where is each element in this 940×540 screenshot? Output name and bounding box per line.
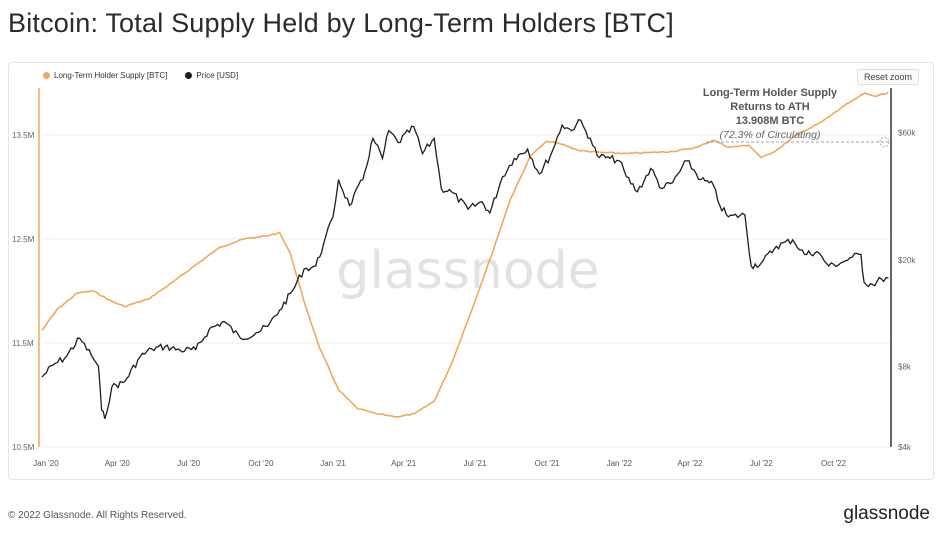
legend-item-price[interactable]: Price [USD] (185, 71, 238, 80)
y-left-tick-label: 13.5M (12, 131, 35, 140)
series-line-lth-supply (41, 91, 889, 418)
reset-zoom-button[interactable]: Reset zoom (856, 69, 919, 85)
chart-plot: 10.5M 11.5M 12.5M 13.5M $4k $8k $20k $60k Jan '2… (12, 87, 916, 468)
legend-label: Long-Term Holder Supply [BTC] (54, 71, 168, 80)
annotation-line-1: Long-Term Holder Supply (703, 87, 838, 99)
chart-panel: Long-Term Holder Supply [BTC] Price [USD… (8, 62, 934, 480)
legend-dot-icon (185, 72, 193, 79)
y-right-tick-label: $60k (898, 128, 916, 137)
series-line-price (41, 118, 889, 419)
legend: Long-Term Holder Supply [BTC] Price [USD… (43, 71, 238, 80)
x-tick-label: Jul '21 (464, 459, 487, 468)
legend-item-lth-supply[interactable]: Long-Term Holder Supply [BTC] (43, 71, 167, 80)
annotation-line-2: Returns to ATH (730, 101, 809, 113)
watermark: glassnode (336, 241, 599, 301)
x-tick-label: Apr '21 (391, 459, 417, 468)
x-tick-label: Jan '21 (320, 459, 346, 468)
x-tick-label: Jul '22 (750, 459, 773, 468)
y-left-tick-label: 10.5M (12, 443, 35, 452)
chart-title: Bitcoin: Total Supply Held by Long-Term … (8, 8, 674, 38)
copyright-text: © 2022 Glassnode. All Rights Reserved. (8, 510, 187, 521)
x-tick-label: Jan '20 (33, 459, 59, 468)
annotation-marker (879, 137, 890, 147)
x-tick-label: Oct '20 (248, 459, 274, 468)
x-tick-label: Oct '22 (821, 459, 847, 468)
x-tick-label: Jan '22 (607, 459, 633, 468)
y-right-tick-label: $20k (898, 256, 916, 265)
x-tick-label: Apr '22 (677, 459, 703, 468)
y-left-tick-label: 11.5M (12, 339, 34, 348)
glassnode-logo: glassnode (843, 503, 930, 524)
legend-dot-icon (43, 72, 50, 79)
annotation-line-3: 13.908M BTC (736, 115, 805, 127)
annotation-line-4: (72.3% of Circulating) (720, 129, 821, 141)
legend-label: Price [USD] (196, 71, 239, 80)
x-tick-label: Oct '21 (535, 459, 561, 468)
x-tick-label: Jul '20 (177, 459, 200, 468)
y-right-tick-label: $4k (898, 443, 912, 452)
y-left-tick-label: 12.5M (12, 235, 35, 244)
x-tick-label: Apr '20 (105, 459, 131, 468)
y-right-tick-label: $8k (898, 362, 912, 371)
